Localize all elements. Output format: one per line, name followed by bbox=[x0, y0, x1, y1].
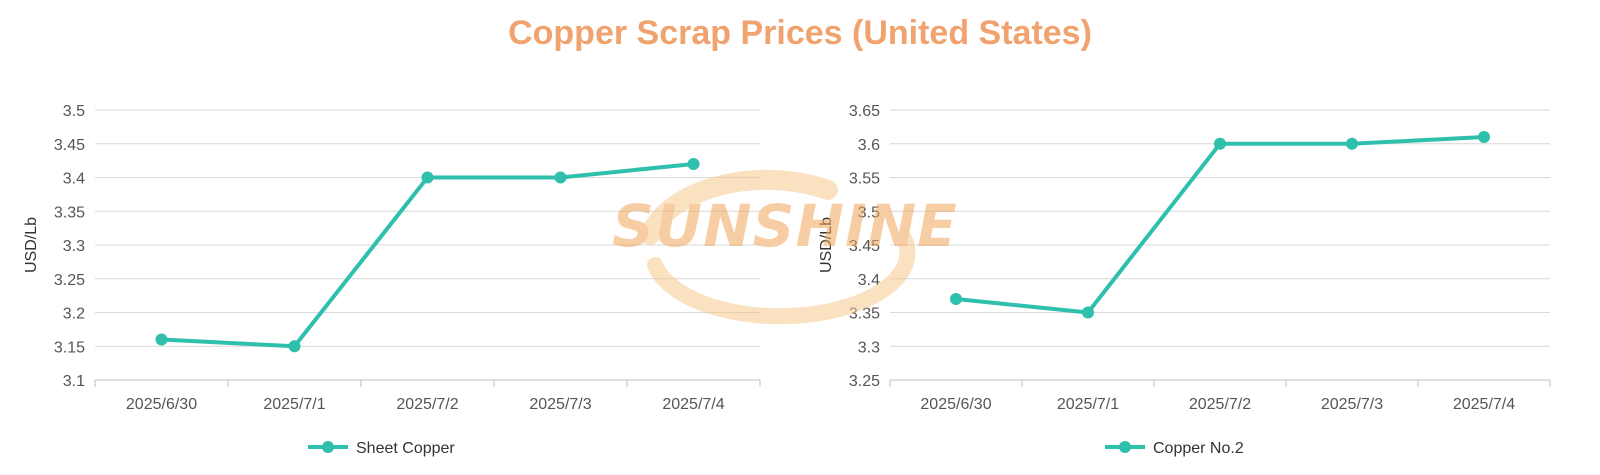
y-tick-label: 3.3 bbox=[858, 339, 880, 356]
data-point bbox=[1478, 131, 1490, 143]
data-point bbox=[155, 333, 168, 346]
y-tick-label: 3.15 bbox=[54, 339, 85, 356]
y-tick-label: 3.6 bbox=[858, 137, 880, 154]
y-tick-label: 3.25 bbox=[849, 373, 880, 390]
legend-marker-icon bbox=[322, 441, 334, 453]
data-point bbox=[950, 293, 962, 305]
x-tick-label: 2025/7/3 bbox=[529, 396, 591, 413]
x-tick-label: 2025/6/30 bbox=[126, 396, 197, 413]
y-tick-label: 3.4 bbox=[858, 272, 880, 289]
x-tick-label: 2025/7/4 bbox=[1453, 396, 1515, 413]
x-tick-label: 2025/7/1 bbox=[263, 396, 325, 413]
y-tick-label: 3.35 bbox=[849, 306, 880, 323]
x-tick-label: 2025/6/30 bbox=[920, 396, 991, 413]
copper-no2-chart: 3.25 3.3 3.35 3.4 3.45 3.5 3.55 3.6 3.65 2025/6/3… bbox=[818, 103, 1551, 457]
y-tick-label: 3.2 bbox=[63, 306, 85, 323]
series-line bbox=[954, 135, 1486, 315]
y-tick-label: 3.4 bbox=[63, 171, 85, 188]
data-point bbox=[554, 171, 567, 184]
y-tick-label: 3.55 bbox=[849, 171, 880, 188]
sheet-copper-chart: 3.1 3.15 3.2 3.25 3.3 3.35 3.4 3.45 3.5 2025/6/30… bbox=[23, 103, 761, 457]
chart-title: Copper Scrap Prices (United States) bbox=[508, 14, 1092, 52]
x-tick-label: 2025/7/2 bbox=[396, 396, 458, 413]
x-tick-label: 2025/7/2 bbox=[1189, 396, 1251, 413]
series-line bbox=[159, 162, 696, 349]
y-axis-label: USD/Lb bbox=[818, 217, 835, 273]
y-tick-label: 3.25 bbox=[54, 272, 85, 289]
x-tick-label: 2025/7/1 bbox=[1057, 396, 1119, 413]
y-tick-label: 3.35 bbox=[54, 204, 85, 221]
data-point bbox=[421, 171, 434, 184]
y-tick-label: 3.65 bbox=[849, 103, 880, 120]
y-axis-label: USD/Lb bbox=[23, 217, 40, 273]
data-point bbox=[1082, 306, 1094, 319]
y-tick-label: 3.3 bbox=[63, 238, 85, 255]
data-point bbox=[1346, 137, 1358, 150]
y-tick-label: 3.5 bbox=[63, 103, 85, 120]
data-point bbox=[288, 340, 301, 353]
x-tick-label: 2025/7/3 bbox=[1321, 396, 1383, 413]
legend-label: Copper No.2 bbox=[1153, 440, 1244, 457]
legend-marker-icon bbox=[1119, 441, 1131, 453]
y-tick-label: 3.1 bbox=[63, 373, 85, 390]
y-tick-label: 3.45 bbox=[849, 238, 880, 255]
legend-label: Sheet Copper bbox=[356, 440, 455, 457]
y-tick-label: 3.45 bbox=[54, 137, 85, 154]
x-tick-label: 2025/7/4 bbox=[662, 396, 724, 413]
y-tick-label: 3.5 bbox=[858, 204, 880, 221]
data-point bbox=[687, 158, 700, 170]
data-point bbox=[1214, 137, 1226, 150]
